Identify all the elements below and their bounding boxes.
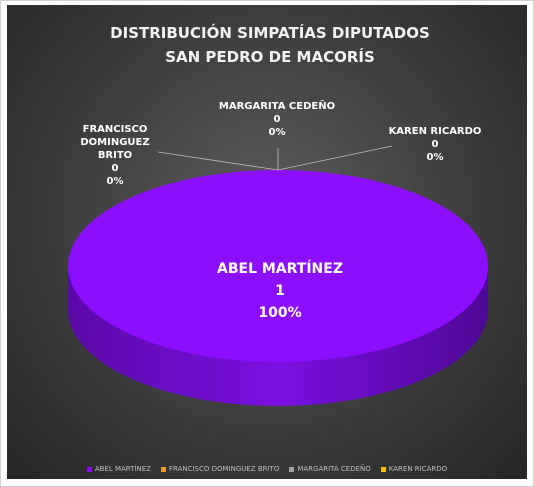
label-name: KAREN RICARDO [388,126,482,137]
legend-swatch [289,466,295,472]
label-value: 0 [431,139,439,150]
legend-swatch [380,466,386,472]
legend-label: FRANCISCO DOMINGUEZ BRITO [168,465,280,473]
legend-item: KAREN RICARDO [380,465,448,473]
legend-label: ABEL MARTÍNEZ [94,465,151,473]
label-value: 1 [275,283,285,299]
label-name: FRANCISCO DOMINGUEZ BRITO [80,124,150,161]
label-value: 0 [273,114,281,125]
label-percent: 0% [426,152,444,163]
leader-line [277,145,393,171]
label-percent: 0% [268,127,286,138]
legend-item: MARGARITA CEDEÑO [289,465,371,473]
label-percent: 0% [106,176,124,187]
chart-title: DISTRIBUCIÓN SIMPATÍAS DIPUTADOS [110,23,430,42]
legend-swatch [86,466,92,472]
label-value: 0 [111,163,119,174]
legend-item: FRANCISCO DOMINGUEZ BRITO [160,465,280,473]
data-label: ABEL MARTÍNEZ 1 100% [217,258,343,324]
data-label: KAREN RICARDO 0 0% [385,125,485,164]
legend-swatch [160,466,166,472]
legend-label: KAREN RICARDO [388,465,448,473]
pie-slice [68,170,488,362]
label-name: MARGARITA CEDEÑO [218,101,336,112]
label-percent: 100% [258,305,302,321]
chart-title: SAN PEDRO DE MACORÍS [165,47,375,66]
data-label: MARGARITA CEDEÑO 0 0% [212,100,342,139]
data-label: FRANCISCO DOMINGUEZ BRITO 0 0% [75,123,155,188]
legend: ABEL MARTÍNEZ FRANCISCO DOMINGUEZ BRITO MA… [0,465,534,473]
legend-item: ABEL MARTÍNEZ [86,465,151,473]
label-name: ABEL MARTÍNEZ [217,261,343,277]
leader-line [157,151,279,171]
legend-label: MARGARITA CEDEÑO [297,465,371,473]
